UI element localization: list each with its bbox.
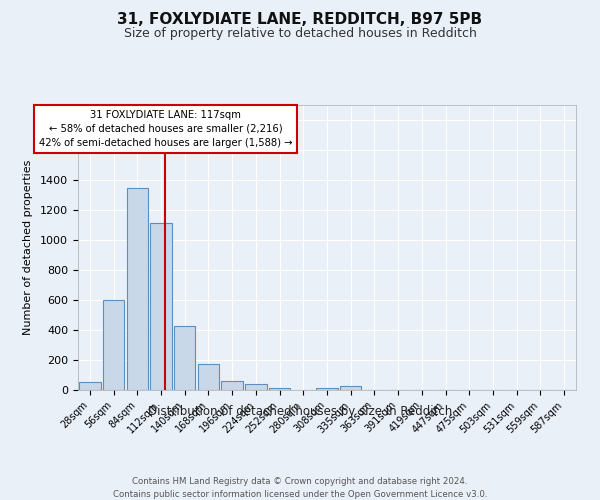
Bar <box>103 300 124 390</box>
Text: 31 FOXLYDIATE LANE: 117sqm
← 58% of detached houses are smaller (2,216)
42% of s: 31 FOXLYDIATE LANE: 117sqm ← 58% of deta… <box>39 110 292 148</box>
Bar <box>316 388 338 390</box>
Bar <box>127 188 148 390</box>
Bar <box>79 382 101 390</box>
Bar <box>174 326 196 390</box>
Bar <box>340 386 361 390</box>
Y-axis label: Number of detached properties: Number of detached properties <box>23 160 33 335</box>
Bar <box>151 223 172 390</box>
Text: 31, FOXLYDIATE LANE, REDDITCH, B97 5PB: 31, FOXLYDIATE LANE, REDDITCH, B97 5PB <box>118 12 482 28</box>
Bar <box>269 388 290 390</box>
Text: Size of property relative to detached houses in Redditch: Size of property relative to detached ho… <box>124 28 476 40</box>
Text: Contains HM Land Registry data © Crown copyright and database right 2024.
Contai: Contains HM Land Registry data © Crown c… <box>113 478 487 499</box>
Bar <box>198 364 219 390</box>
Bar <box>245 384 266 390</box>
Bar <box>221 381 243 390</box>
Text: Distribution of detached houses by size in Redditch: Distribution of detached houses by size … <box>148 405 452 418</box>
